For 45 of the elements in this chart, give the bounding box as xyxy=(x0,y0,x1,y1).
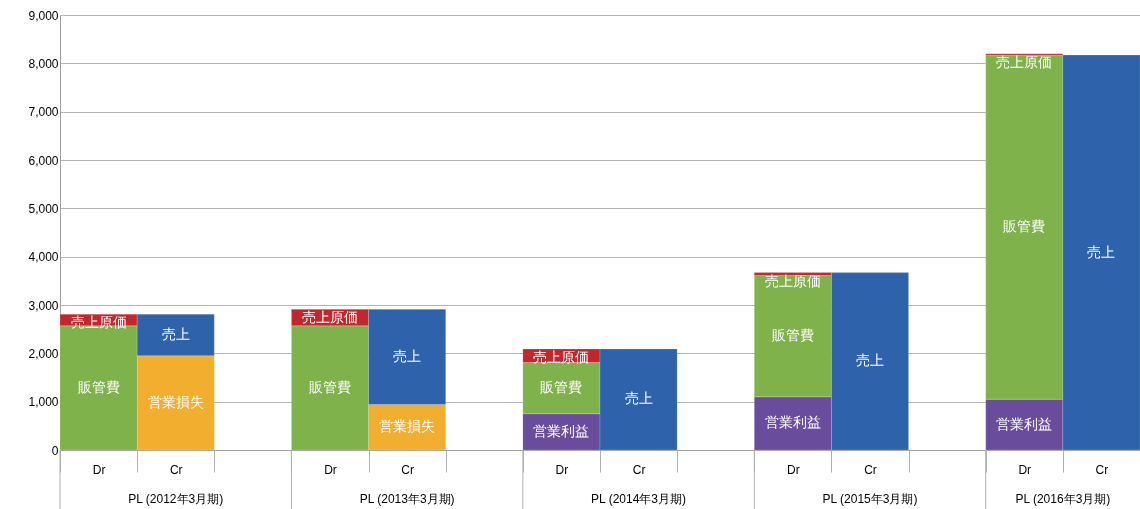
y-tick-label: 6,000 xyxy=(28,153,59,168)
text: PL (2014年3月期) xyxy=(591,492,687,506)
text: 売上 xyxy=(856,352,884,369)
y-tick-label: 2,000 xyxy=(28,346,59,361)
y-tick-label: 1,000 xyxy=(28,395,59,410)
x-tick-label: Dr xyxy=(92,462,106,477)
text: 営業利益 xyxy=(764,414,821,431)
y-tick-label: 0 xyxy=(51,443,59,458)
text: 売上 xyxy=(624,390,653,407)
x-tick-label: Cr xyxy=(864,462,877,477)
x-tick-label: Dr xyxy=(787,462,800,477)
series-label: 販管費 xyxy=(540,379,583,396)
text: 営業損失 xyxy=(147,393,204,410)
x-tick-label: Cr xyxy=(169,462,183,477)
text: 販管費 xyxy=(309,378,351,395)
text: PL (2016年3月期) xyxy=(1015,492,1111,506)
text: 販管費 xyxy=(1003,218,1046,235)
y-tick-label: 7,000 xyxy=(28,105,59,120)
text: 売上原価 xyxy=(764,272,821,289)
text: PL (2015年3月期) xyxy=(822,492,918,506)
y-tick-label: 3,000 xyxy=(28,298,59,313)
text: PL (2012年3月期) xyxy=(128,492,224,506)
y-tick-label: 4,000 xyxy=(28,250,59,265)
text: 売上原価 xyxy=(996,53,1053,70)
x-tick-label: Cr xyxy=(632,462,646,477)
x-tick-label: Cr xyxy=(1095,462,1109,477)
series-label: 営業利益 xyxy=(533,422,590,439)
text: 売上 xyxy=(1087,243,1116,260)
series-label: 営業損失 xyxy=(379,418,436,435)
x-tick-label: Dr xyxy=(324,462,337,477)
x-tick-label: Dr xyxy=(1018,462,1032,477)
x-tick-label: Dr xyxy=(555,462,569,477)
y-tick-label: 8,000 xyxy=(28,56,59,71)
text: PL (2013年3月期) xyxy=(359,492,455,506)
series-label: 売上 xyxy=(161,325,190,342)
text: 売上 xyxy=(393,347,422,364)
x-tick-label: Cr xyxy=(401,462,414,477)
y-tick-label: 9,000 xyxy=(28,8,59,23)
y-tick-label: 5,000 xyxy=(28,201,59,216)
series-label: 売上原価 xyxy=(70,314,127,331)
text: 売上原価 xyxy=(302,309,358,326)
text: 販管費 xyxy=(77,378,120,395)
text: 販管費 xyxy=(771,327,814,344)
text: 営業利益 xyxy=(996,415,1053,432)
text: 売上原価 xyxy=(533,348,590,365)
